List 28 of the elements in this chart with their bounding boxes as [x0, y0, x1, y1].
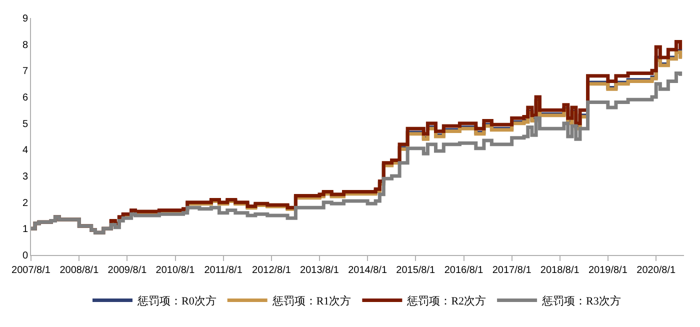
y-tick-label: 5: [22, 118, 28, 130]
x-tick-label: 2018/8/1: [540, 265, 580, 276]
legend-label: 惩罚项：R3次方: [541, 294, 621, 308]
x-tick-label: 2010/8/1: [156, 265, 196, 276]
x-tick-label: 2017/8/1: [492, 265, 532, 276]
y-tick-label: 8: [22, 40, 28, 51]
x-tick-label: 2007/8/1: [12, 265, 51, 276]
x-tick-label: 2009/8/1: [108, 265, 148, 276]
legend-label: 惩罚项：R1次方: [271, 294, 352, 308]
x-tick-label: 2020/8/1: [636, 265, 676, 276]
x-tick-label: 2015/8/1: [396, 265, 436, 276]
y-tick-label: 7: [22, 66, 28, 78]
y-tick-label: 2: [22, 198, 28, 209]
y-tick-label: 1: [22, 224, 28, 236]
x-tick-label: 2014/8/1: [348, 265, 388, 276]
y-tick-label: 3: [22, 172, 28, 182]
x-tick-label: 2013/8/1: [300, 265, 340, 276]
y-tick-label: 6: [22, 92, 28, 104]
x-tick-label: 2008/8/1: [60, 265, 100, 276]
legend-label: 惩罚项：R0次方: [136, 294, 216, 308]
legend-label: 惩罚项：R2次方: [406, 294, 486, 308]
x-tick-label: 2011/8/1: [204, 265, 243, 276]
x-tick-label: 2019/8/1: [588, 265, 628, 276]
x-tick-label: 2016/8/1: [444, 265, 484, 276]
y-tick-label: 9: [22, 14, 28, 24]
y-tick-label: 0: [22, 250, 28, 262]
y-tick-label: 4: [22, 145, 28, 156]
x-tick-label: 2012/8/1: [252, 265, 292, 276]
